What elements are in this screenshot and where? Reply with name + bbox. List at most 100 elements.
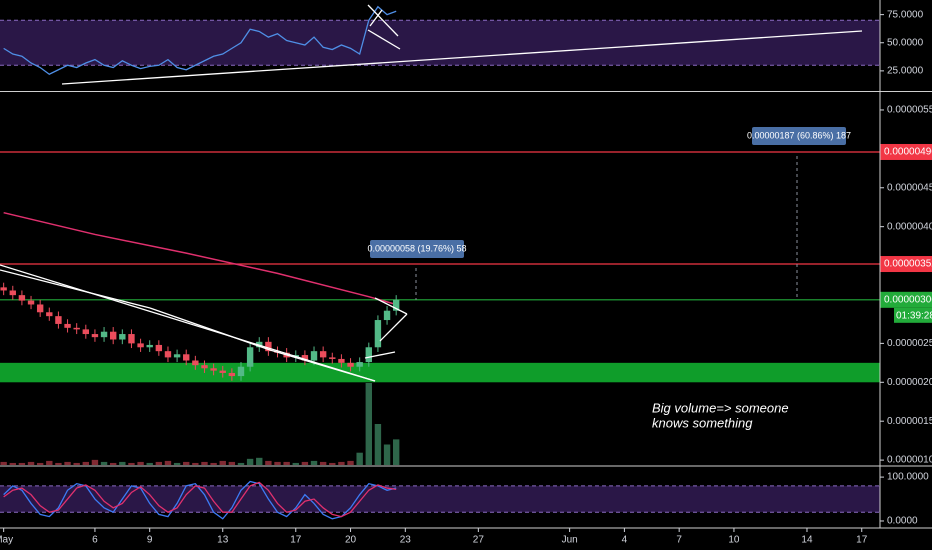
candle-body [9,290,16,296]
candle-body [155,344,163,352]
candle-body [329,357,336,359]
x-tick-label: 4 [622,535,628,546]
trend-drawing [367,4,399,37]
price-tag-label: 0.00000496 [884,147,932,158]
candle-body [374,320,382,348]
annotation: Big volume=> someone [652,400,789,415]
candle-body [164,351,172,358]
trend-drawing [367,29,401,50]
candle-body [183,354,190,361]
volume-bar [110,462,117,465]
volume-bar [173,462,181,465]
volume-bar [82,461,90,465]
measure-box [370,240,464,258]
candle-body [119,334,126,340]
volume-bar [265,460,272,465]
volume-bar [274,461,281,465]
pane [0,480,880,520]
volume-bar [36,462,44,465]
candle-body [319,351,327,358]
candle-body [228,372,236,377]
x-tick-label: 20 [345,535,357,546]
x-tick-label: 10 [728,535,740,546]
trend-drawing [0,269,151,309]
pane: 0.00000187 (60.86%) 187 0.00000058 (19.76… [0,127,880,465]
volume-bar [18,462,26,465]
x-tick-label: 17 [856,535,868,546]
y-tick-label: 50.0000 [887,37,924,48]
candle-body [64,323,71,328]
zone [0,362,880,383]
series-line [3,481,397,518]
candle-body [36,304,44,313]
candle-body [82,329,90,335]
countdown: 01:39:28 [896,310,932,321]
x-tick-label: 9 [147,535,153,546]
candle-body [338,358,345,363]
candle-body [173,354,181,358]
volume-bar [246,458,254,465]
volume-bar [91,459,99,465]
measure-label: 0.00000058 (19.76%) 58 [367,243,466,253]
x-tick-label: May [0,535,13,546]
volume-bar [256,457,263,465]
volume-bar [237,462,245,465]
candle-body [347,362,354,367]
volume-bar [228,461,236,465]
x-tick-label: 17 [290,535,302,546]
y-tick-label: 25.0000 [887,66,924,77]
annotation: knows something [652,415,753,430]
volume-bar [383,444,391,465]
candle-body [383,310,391,321]
measure-label: 0.00000187 (60.86%) 187 [747,130,851,140]
candle-body [365,347,372,363]
candle-body [128,334,135,344]
candle-body [246,347,254,367]
candle-body [301,355,309,361]
pane [0,5,880,76]
volume-bar [301,461,309,465]
volume-bar [137,461,144,465]
volume-bar [310,460,318,465]
candle-body [356,362,363,367]
volume-bar [319,461,327,465]
trend-drawing [61,30,863,85]
volume-bar [219,460,226,465]
volume-bar [119,461,126,465]
candle-body [310,351,318,361]
volume-bar [64,461,71,465]
moving-average [3,211,397,306]
trend-drawing [269,349,376,382]
countdown-tag [894,307,932,323]
x-tick-label: Jun [562,535,578,546]
volume-bar [100,461,108,465]
candle-body [192,360,199,366]
x-tick-label: 7 [676,535,682,546]
volume-bar [201,461,208,465]
measure-box [752,127,846,145]
volume-bar [146,462,153,465]
volume-bar [55,462,62,465]
volume-bar [392,439,400,465]
price-tag [880,143,932,160]
series-line [3,480,397,520]
candle-body [46,312,53,317]
band [0,20,880,66]
volume-bar [183,461,190,465]
trend-drawing [149,307,271,351]
candle-body [100,331,108,338]
trend-drawing [0,264,376,382]
price-tag [880,291,932,308]
band [0,485,880,513]
x-tick-label: 23 [400,535,412,546]
volume-bar [365,383,372,465]
candle-body [392,299,400,311]
candle-body [18,295,26,301]
